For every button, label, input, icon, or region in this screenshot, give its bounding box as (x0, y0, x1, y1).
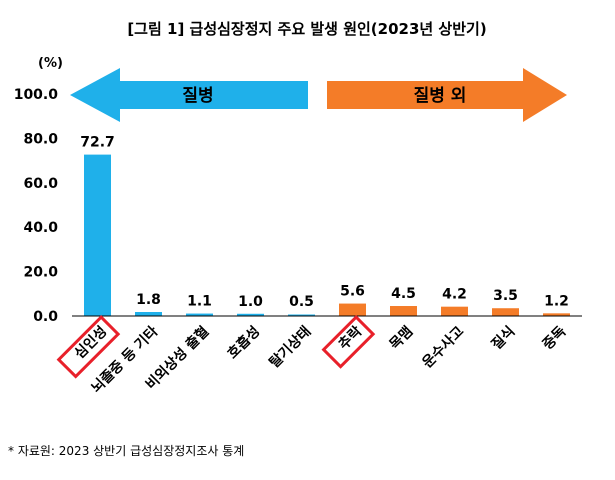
category-label: 호흡성 (224, 323, 263, 362)
category-label: 목맴 (386, 323, 416, 353)
bars (84, 154, 570, 316)
data-label: 4.2 (442, 287, 467, 303)
data-label: 1.1 (187, 294, 212, 310)
category-label: 중독 (540, 323, 570, 353)
y-tick-label: 100.0 (14, 87, 59, 103)
y-axis-ticks: 100.0 80.0 60.0 40.0 20.0 0.0 (14, 87, 59, 325)
category-label: 운수사고 (420, 323, 468, 371)
non-disease-group-label: 질병 외 (414, 85, 467, 106)
bar (84, 154, 111, 316)
highlight-box (56, 315, 121, 379)
bar (186, 313, 213, 316)
y-tick-label: 0.0 (33, 309, 58, 325)
data-label: 1.2 (544, 293, 569, 309)
bar (237, 313, 264, 316)
highlight-box (321, 315, 376, 369)
bar (339, 303, 366, 316)
category-label: 탈기상태 (267, 324, 315, 372)
source-note: * 자료원: 2023 상반기 급성심장정지조사 통계 (8, 444, 244, 458)
bar (390, 306, 417, 316)
data-label: 0.5 (289, 294, 314, 310)
data-label: 4.5 (391, 286, 416, 302)
y-tick-label: 80.0 (23, 131, 58, 147)
bar (288, 314, 315, 316)
y-tick-label: 40.0 (23, 220, 58, 236)
y-tick-label: 20.0 (23, 265, 58, 281)
data-label: 1.0 (238, 294, 263, 310)
data-labels: 72.7 1.8 1.1 1.0 0.5 5.6 4.5 4.2 3.5 1.2 (80, 135, 569, 310)
y-axis-unit: (%) (38, 56, 63, 71)
non-disease-arrow (327, 68, 567, 122)
data-label: 72.7 (80, 135, 115, 151)
category-label: 추락 (336, 323, 366, 353)
disease-group-label: 질병 (182, 85, 213, 106)
data-label: 3.5 (493, 288, 518, 304)
data-label: 1.8 (136, 292, 161, 308)
data-label: 5.6 (340, 284, 365, 300)
bar (135, 312, 162, 316)
group-arrows: 질병 질병 외 (70, 68, 567, 122)
bar (543, 313, 570, 316)
disease-arrow (70, 68, 308, 122)
bar (492, 308, 519, 316)
y-tick-label: 60.0 (23, 176, 58, 192)
bar (441, 306, 468, 316)
chart-title: [그림 1] 급성심장정지 주요 발생 원인(2023년 상반기) (127, 20, 486, 38)
category-label: 질식 (489, 324, 519, 354)
